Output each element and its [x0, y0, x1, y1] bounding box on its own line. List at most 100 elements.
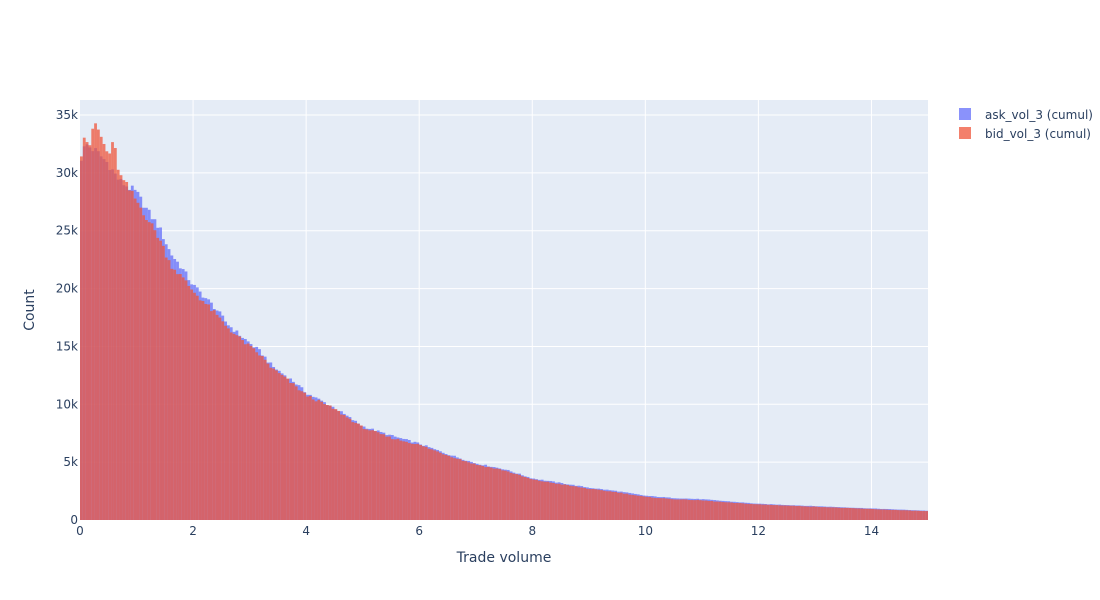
histogram-bar: [308, 395, 312, 520]
histogram-bar: [427, 448, 431, 520]
histogram-bar: [848, 507, 852, 520]
histogram-bar: [105, 151, 109, 521]
histogram-bar: [345, 417, 349, 520]
histogram-bar: [775, 505, 779, 520]
histogram-bar: [82, 137, 86, 521]
histogram-bar: [116, 169, 120, 520]
histogram-bar: [747, 503, 750, 520]
histogram-bar: [812, 506, 815, 520]
histogram-bar: [899, 510, 903, 520]
histogram-bar: [266, 363, 270, 520]
histogram-bar: [422, 446, 425, 520]
histogram-bar: [585, 488, 589, 520]
histogram-bar: [340, 414, 343, 520]
histogram-bar: [495, 468, 499, 520]
histogram-bar: [255, 352, 259, 520]
histogram-bar: [834, 507, 838, 520]
histogram-bar: [283, 376, 287, 520]
histogram-bar: [761, 504, 765, 520]
histogram-bar: [891, 509, 895, 520]
legend[interactable]: ask_vol_3 (cumul) bid_vol_3 (cumul): [959, 108, 1093, 141]
histogram-bar: [207, 304, 211, 520]
histogram-bar: [557, 483, 561, 520]
histogram-bar: [826, 507, 830, 520]
histogram-bar: [922, 511, 926, 520]
histogram-bar: [300, 391, 304, 520]
histogram-bar: [357, 423, 360, 520]
histogram-bar: [447, 455, 451, 520]
histogram-bar: [405, 441, 408, 520]
histogram-bar: [696, 499, 700, 520]
histogram-bar: [549, 482, 553, 520]
histogram-bar: [252, 348, 256, 520]
histogram-bar: [402, 441, 406, 520]
histogram-bar: [195, 295, 199, 520]
x-tick-label: 6: [415, 524, 423, 538]
histogram-bar: [212, 310, 216, 520]
histogram-bar: [204, 303, 208, 520]
histogram-bar: [571, 486, 575, 520]
histogram-bar: [537, 480, 541, 520]
histogram-bar: [772, 505, 776, 520]
histogram-bar: [286, 378, 290, 520]
histogram-bar: [645, 496, 649, 520]
histogram-bar: [888, 509, 892, 520]
histogram-bar: [99, 136, 103, 521]
histogram-bar: [277, 373, 281, 520]
histogram-bar: [136, 202, 140, 520]
histogram-bar: [724, 502, 728, 520]
histogram-bar: [758, 504, 762, 520]
histogram-bar: [388, 436, 391, 520]
legend-item-bid[interactable]: bid_vol_3 (cumul): [959, 127, 1091, 141]
x-tick-label: 0: [76, 524, 84, 538]
histogram-bar: [713, 501, 716, 520]
histogram-bar: [529, 478, 533, 520]
histogram-bar: [489, 467, 493, 520]
histogram-bar: [781, 505, 784, 520]
histogram-bar: [91, 128, 95, 520]
histogram-bar: [153, 230, 157, 520]
histogram-bar: [334, 409, 338, 520]
histogram-bar: [701, 500, 705, 520]
histogram-bar: [501, 470, 504, 520]
y-tick-label: 0: [70, 513, 78, 527]
histogram-bar: [201, 301, 205, 520]
histogram-bar: [764, 504, 767, 520]
legend-swatch-ask: [959, 108, 971, 120]
histogram-bar: [636, 495, 640, 520]
histogram-bar: [226, 328, 230, 520]
x-axis-ticks: 0 2 4 6 8 10 12 14: [76, 524, 879, 538]
histogram-bar: [164, 257, 168, 520]
histogram-bar: [161, 245, 165, 520]
histogram-bar: [648, 496, 651, 520]
histogram-bar: [882, 509, 886, 520]
y-tick-label: 20k: [56, 282, 78, 296]
histogram-bar: [481, 465, 485, 520]
histogram-bar: [574, 486, 578, 520]
histogram-bar: [436, 451, 439, 520]
histogram-bar: [328, 405, 332, 520]
y-tick-label: 35k: [56, 108, 78, 122]
histogram-bar: [718, 501, 722, 520]
histogram-bar: [622, 493, 626, 520]
histogram-bar: [509, 472, 513, 520]
histogram-bar: [167, 260, 171, 520]
histogram-bar: [325, 405, 329, 520]
histogram-bar: [122, 180, 126, 520]
histogram-bar: [659, 498, 663, 520]
histogram-bar: [187, 285, 191, 520]
histogram-bar: [342, 414, 346, 520]
histogram-bar: [611, 491, 615, 520]
legend-item-ask[interactable]: ask_vol_3 (cumul): [959, 108, 1093, 122]
histogram-bar: [868, 508, 872, 520]
histogram-bar: [846, 507, 849, 520]
histogram-bar: [919, 510, 923, 520]
histogram-bar: [173, 269, 177, 520]
histogram-bar: [385, 436, 389, 520]
histogram-bar: [840, 507, 844, 520]
histogram-bar: [797, 505, 801, 520]
x-tick-label: 14: [864, 524, 879, 538]
histogram-bar: [879, 509, 883, 520]
histogram-bar: [297, 390, 301, 520]
